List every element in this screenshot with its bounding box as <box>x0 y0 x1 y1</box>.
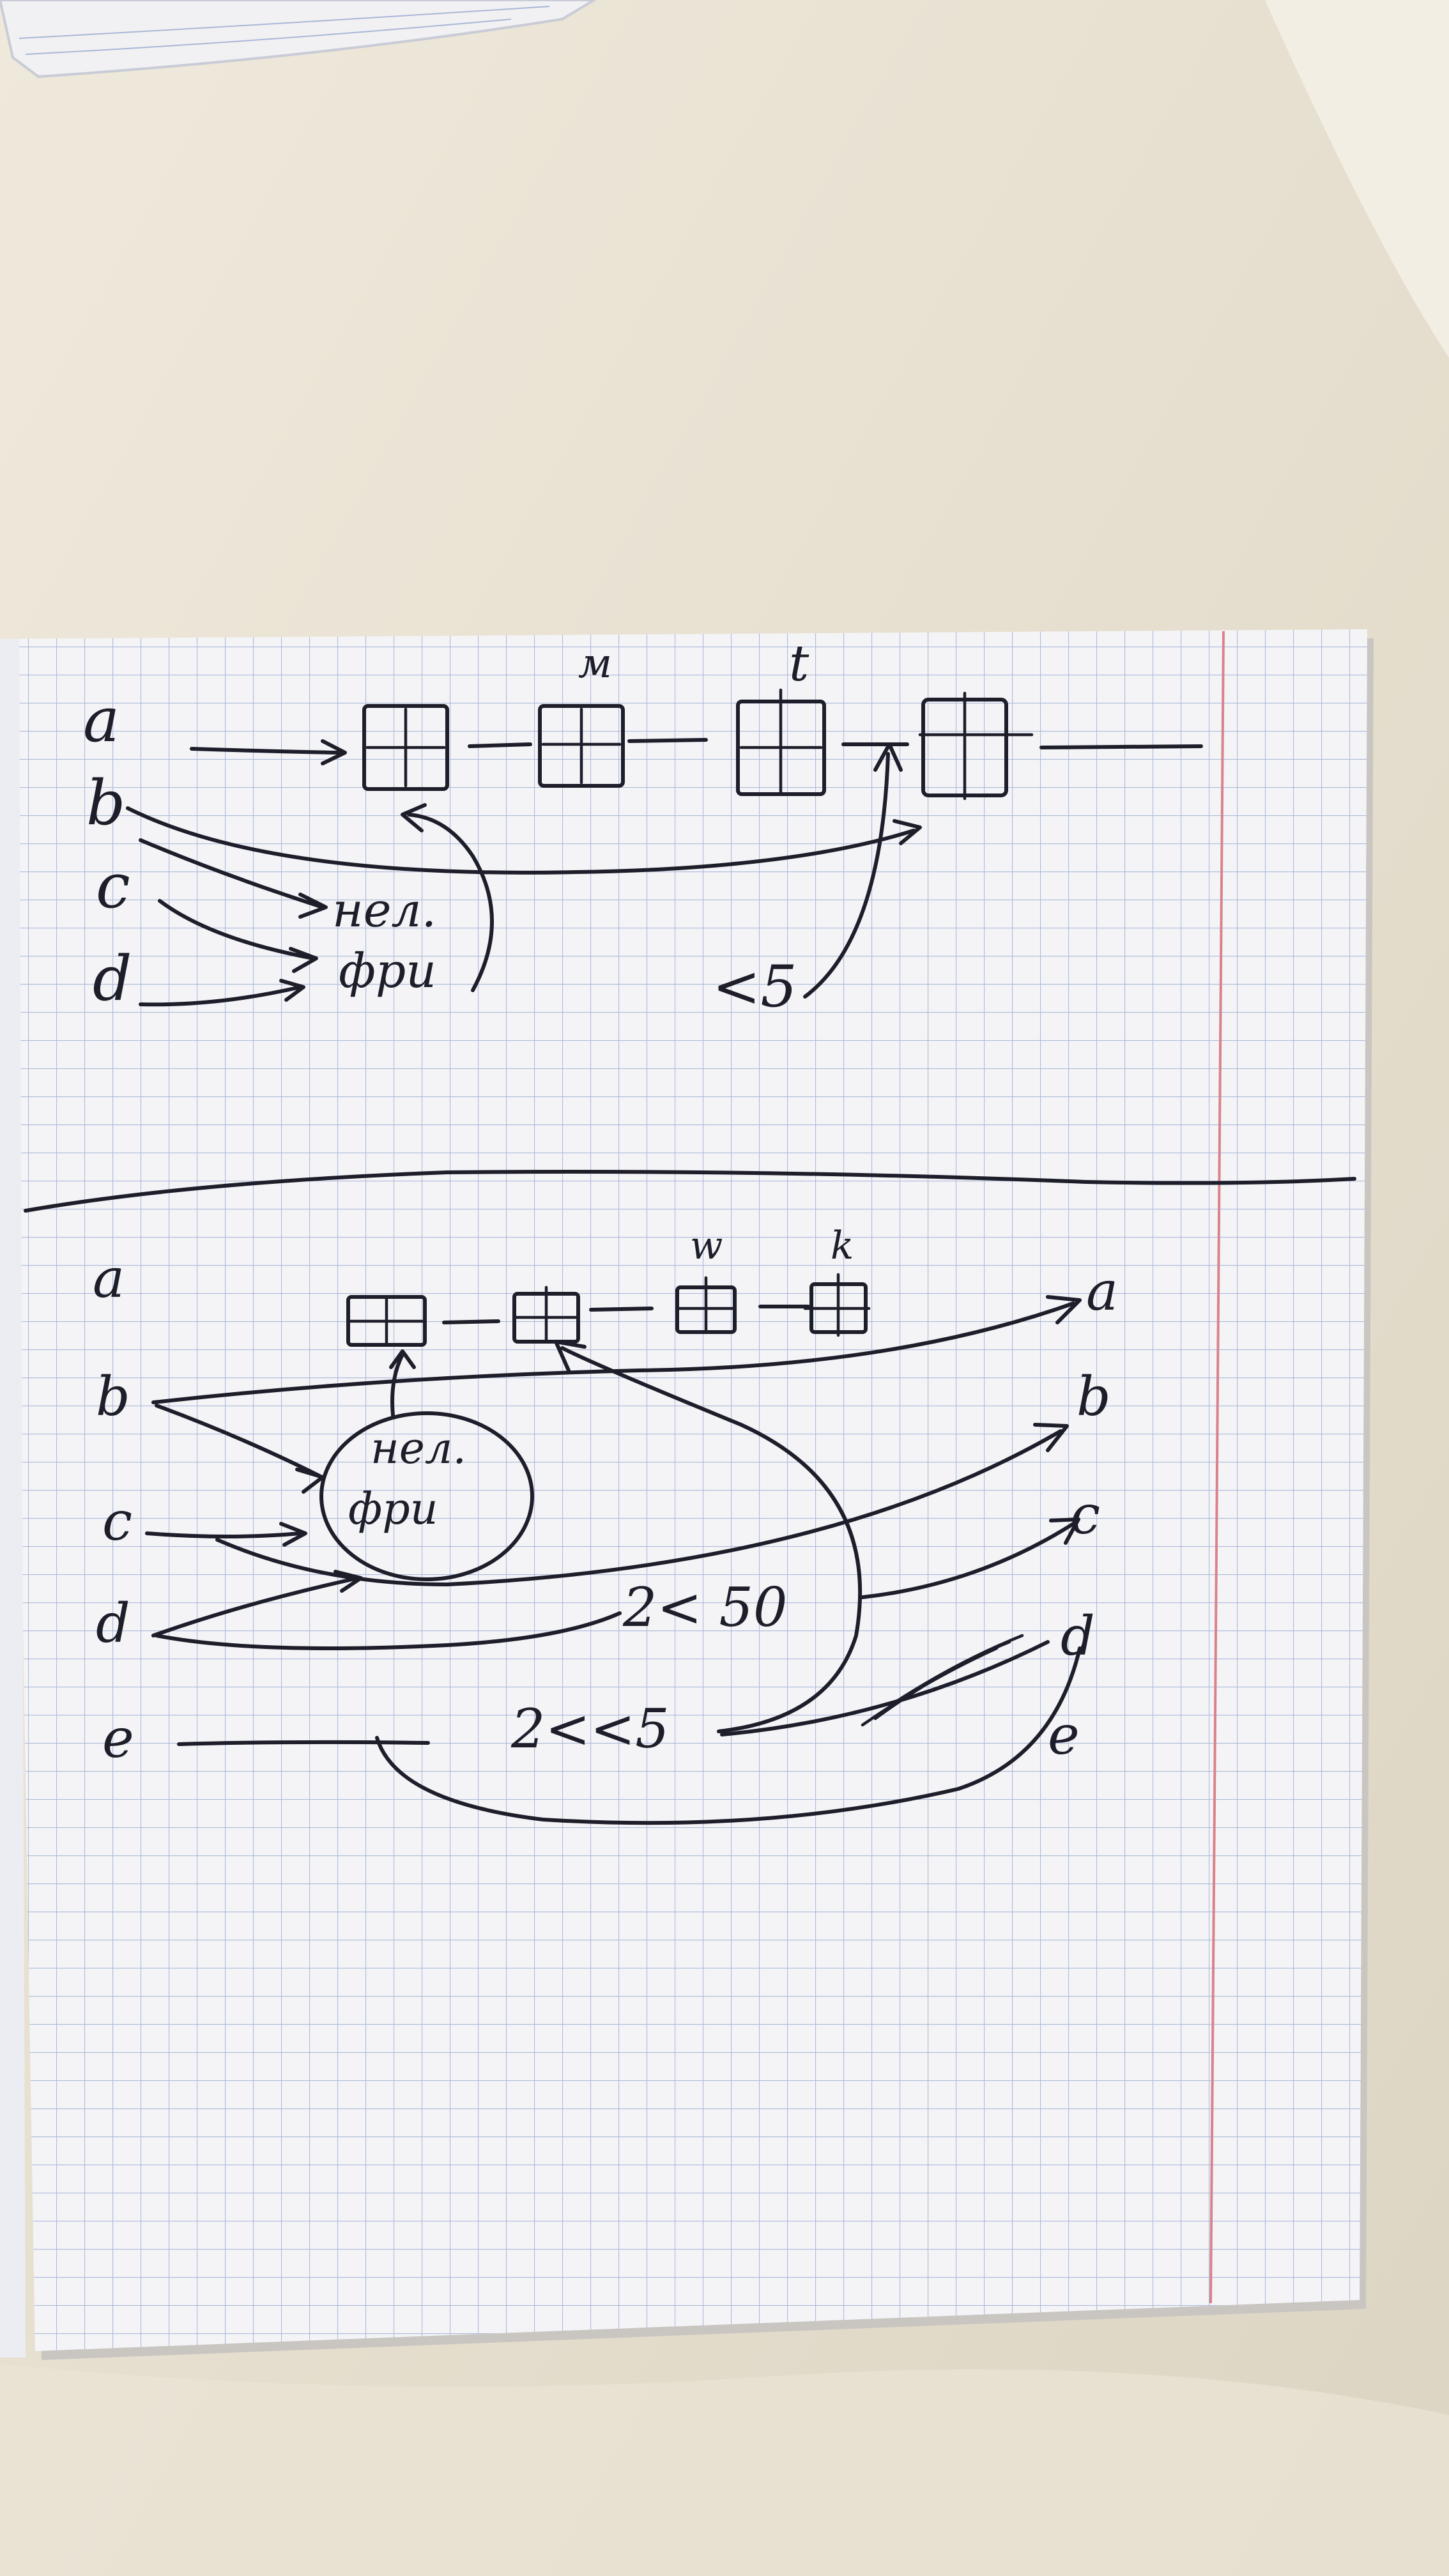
fabric-fold <box>1265 0 1449 358</box>
bottom-line-e <box>177 1740 430 1746</box>
top-label-d: d <box>93 943 132 1015</box>
bottom-arrow-d-note <box>151 1576 360 1637</box>
top-note-line2: фри <box>339 944 436 999</box>
bottom-arrow-c-note <box>145 1531 302 1538</box>
top-sketch: a b c d м t <box>83 635 1203 1020</box>
bottom-node-label-w: w <box>690 1223 723 1268</box>
bottom-link-2 <box>589 1307 654 1312</box>
bottom-left-label-a: a <box>93 1247 125 1310</box>
bottom-left-label-b: b <box>96 1365 130 1428</box>
bottom-arrow-b-a <box>151 1301 1075 1404</box>
top-arrow-note-node <box>407 813 494 992</box>
bottom-condition-2: 2<<5 <box>510 1698 670 1760</box>
bottom-scribble <box>861 1634 1024 1727</box>
bottom-left-label-c: c <box>102 1490 132 1552</box>
section-separator <box>24 1170 1356 1213</box>
bottom-left-label-d: d <box>96 1592 130 1655</box>
top-link-tail <box>1039 744 1203 749</box>
bottom-arrow-b-note <box>155 1404 321 1478</box>
top-arrow-b-note <box>139 838 325 909</box>
bottom-arrow-condition-c <box>861 1522 1075 1599</box>
margin-line <box>1209 631 1225 2304</box>
top-node-3 <box>736 688 826 796</box>
top-node-1 <box>362 704 449 791</box>
top-arrow-c-note <box>158 899 315 960</box>
top-arrow-b-long <box>126 806 916 875</box>
bottom-node-3 <box>675 1276 737 1334</box>
bottom-node-4 <box>803 1273 871 1337</box>
bottom-arrow-condition-d <box>720 1640 1050 1736</box>
bottom-node-2 <box>512 1285 580 1344</box>
top-link-2 <box>627 738 708 743</box>
bottom-loop-condition-node <box>560 1346 862 1733</box>
bottom-right-label-a: a <box>1086 1260 1118 1322</box>
bottom-arrow-d-condition <box>155 1611 622 1650</box>
top-arrow-a <box>190 747 341 755</box>
bottom-note-line2: фри <box>348 1484 438 1535</box>
bottom-note-circle <box>319 1411 534 1581</box>
top-node-2 <box>538 704 625 788</box>
top-node-label-m: м <box>578 640 612 687</box>
bottom-right-label-c: c <box>1070 1483 1100 1546</box>
top-label-b: b <box>86 767 125 839</box>
notebook-page <box>0 629 1374 2360</box>
bottom-node-1 <box>346 1295 427 1347</box>
bottom-arrow-c-b <box>215 1429 1062 1586</box>
bottom-left-label-e: e <box>102 1707 134 1770</box>
top-arrow-d-note <box>139 985 302 1007</box>
top-label-a: a <box>83 684 119 756</box>
top-link-1 <box>468 742 532 748</box>
bottom-node-label-k: k <box>831 1223 854 1268</box>
page-edge-left <box>0 639 26 2358</box>
fabric-fold-bottom <box>0 2364 1449 2576</box>
bottom-note-line1: нел. <box>371 1423 466 1474</box>
bottom-right-label-b: b <box>1077 1365 1111 1428</box>
bottom-curve-e <box>375 1646 1082 1825</box>
top-label-c: c <box>96 850 130 922</box>
top-condition: <5 <box>712 953 797 1020</box>
bottom-condition-1: 2< 50 <box>622 1576 787 1639</box>
bottom-link-1 <box>442 1319 500 1324</box>
top-node-label-t: t <box>789 635 809 693</box>
top-note-line1: нел. <box>332 883 436 938</box>
bottom-sketch: a b c d e w k <box>93 1223 1118 1825</box>
top-node-4 <box>918 691 1034 801</box>
top-notebook-corner <box>0 0 597 79</box>
top-arrow-condition <box>803 752 890 999</box>
